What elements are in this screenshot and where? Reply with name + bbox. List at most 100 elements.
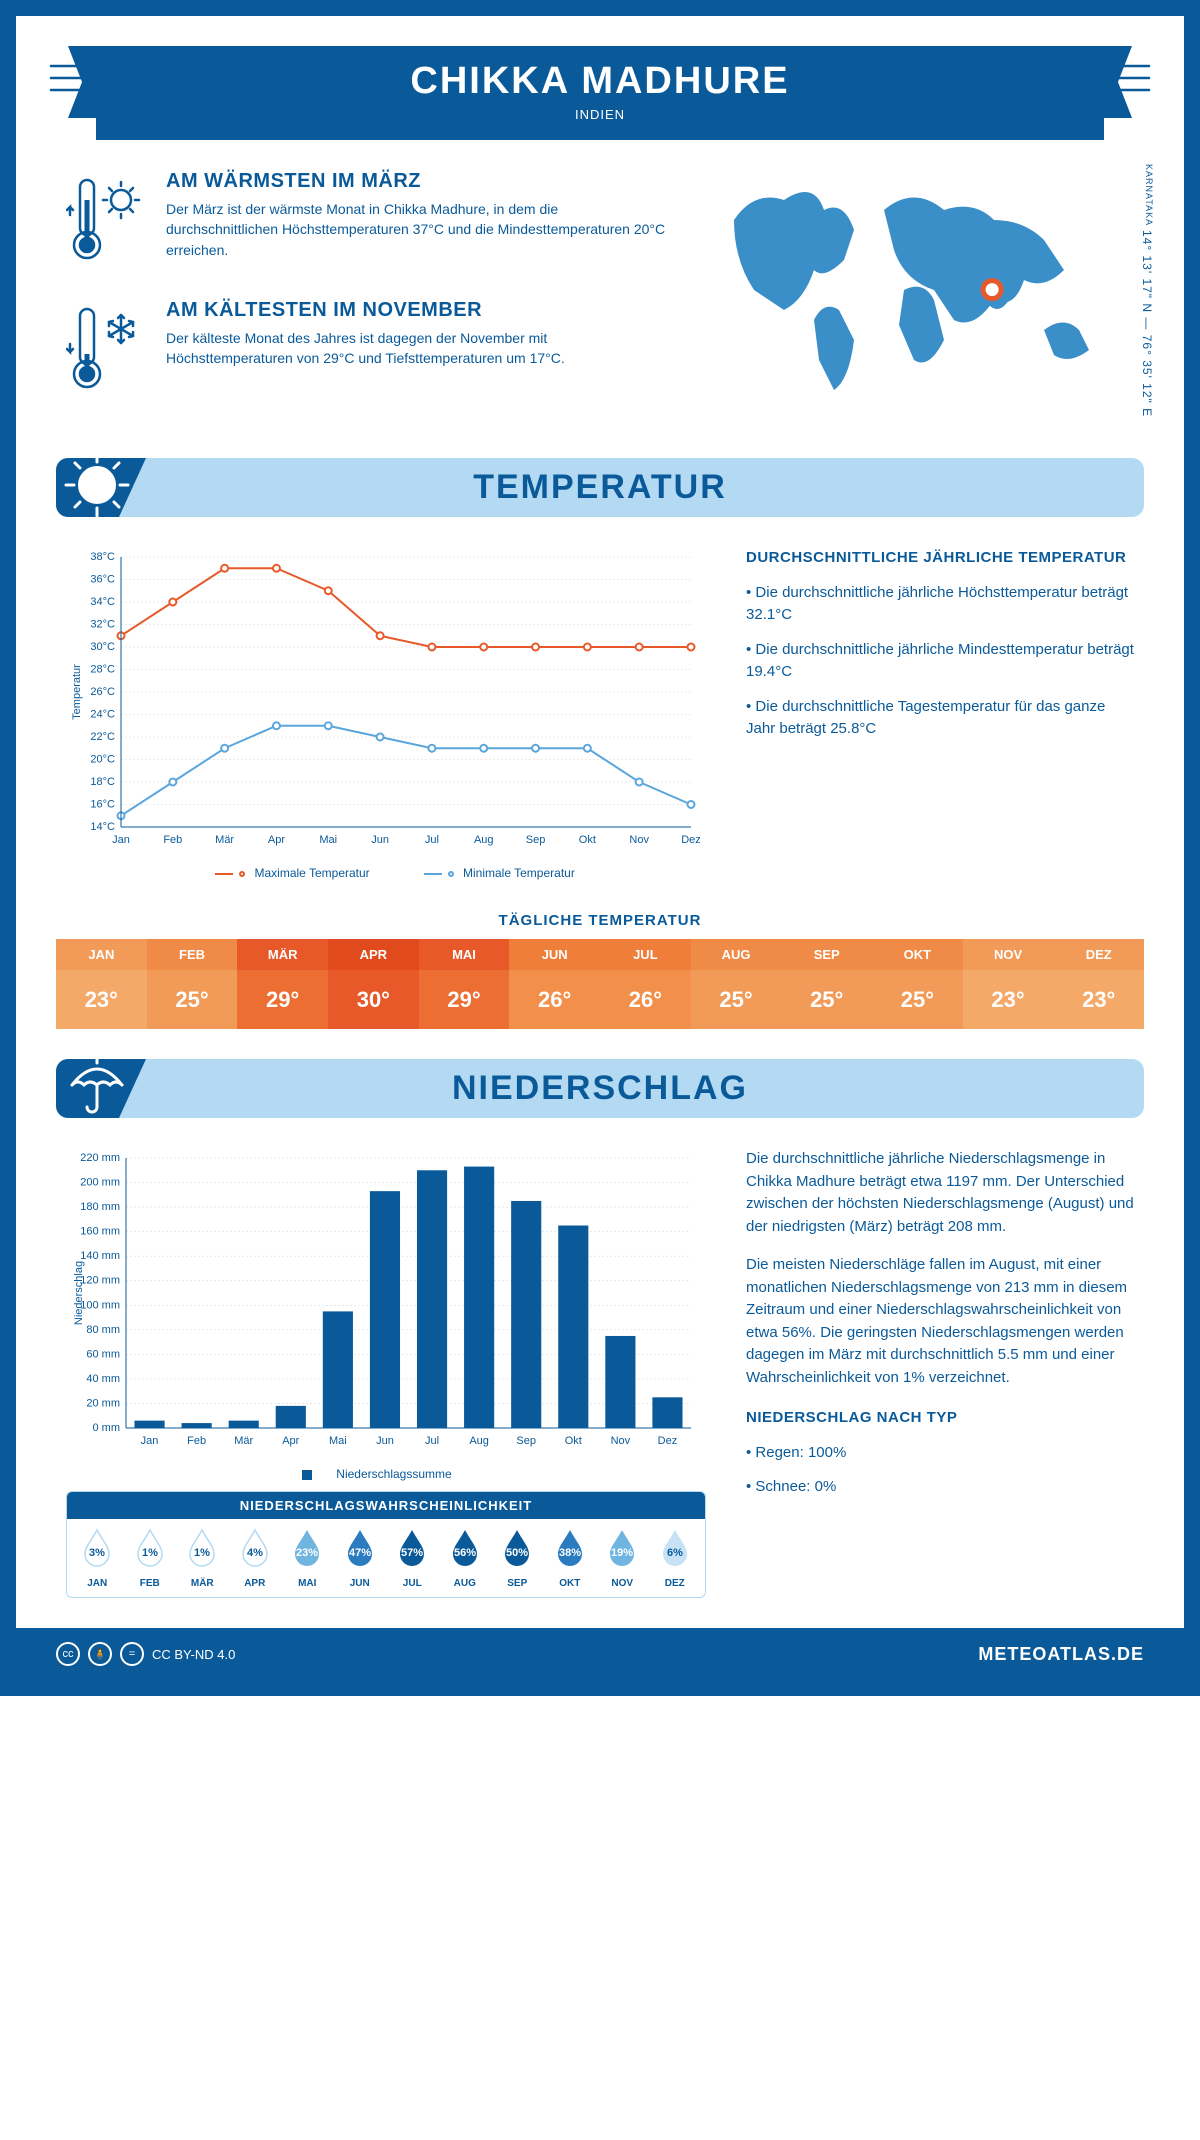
- intro-row: AM WÄRMSTEN IM MÄRZDer März ist der wärm…: [16, 140, 1184, 438]
- month-label: AUG: [439, 1578, 492, 1589]
- probability-cell: 4% APR: [229, 1527, 282, 1589]
- drop-icon: 57%: [396, 1527, 428, 1567]
- section-header-temperature: TEMPERATUR: [56, 458, 1144, 517]
- svg-text:22°C: 22°C: [90, 731, 115, 743]
- precipitation-probability: NIEDERSCHLAGSWAHRSCHEINLICHKEIT 3%JAN1%F…: [66, 1491, 706, 1598]
- info-title: AM KÄLTESTEN IM NOVEMBER: [166, 299, 674, 322]
- drop-icon: 38%: [554, 1527, 586, 1567]
- info-block: AM KÄLTESTEN IM NOVEMBERDer kälteste Mon…: [66, 299, 674, 404]
- daily-temperature-title: TÄGLICHE TEMPERATUR: [16, 912, 1184, 929]
- chart-legend: Maximale Temperatur Minimale Temperatur: [66, 866, 706, 880]
- bullet: • Die durchschnittliche Tagestemperatur …: [746, 696, 1134, 741]
- section-header-precipitation: NIEDERSCHLAG: [56, 1059, 1144, 1118]
- month-label: NOV: [596, 1578, 649, 1589]
- drop-icon: 47%: [344, 1527, 376, 1567]
- nd-icon: =: [120, 1642, 144, 1666]
- svg-text:Jun: Jun: [371, 834, 389, 846]
- svg-text:Mai: Mai: [329, 1435, 347, 1447]
- drop-icon: 23%: [291, 1527, 323, 1567]
- region-label: KARNATAKA: [1144, 164, 1154, 226]
- svg-text:36°C: 36°C: [90, 574, 115, 586]
- daily-cell: JUL26°: [600, 939, 691, 1029]
- svg-text:Nov: Nov: [611, 1435, 631, 1447]
- svg-text:0 mm: 0 mm: [93, 1422, 121, 1434]
- paragraph: Die durchschnittliche jährliche Niedersc…: [746, 1148, 1134, 1238]
- info-text: Der März ist der wärmste Monat in Chikka…: [166, 199, 674, 260]
- precipitation-row: 0 mm20 mm40 mm60 mm80 mm100 mm120 mm140 …: [16, 1138, 1184, 1628]
- drop-icon: 1%: [186, 1527, 218, 1567]
- month-label: APR: [229, 1578, 282, 1589]
- license: cc 🧍 = CC BY-ND 4.0: [56, 1642, 235, 1666]
- svg-text:Feb: Feb: [187, 1435, 206, 1447]
- svg-text:20°C: 20°C: [90, 754, 115, 766]
- page: CHIKKA MADHURE INDIEN AM WÄRMSTEN IM MÄR…: [0, 0, 1200, 1696]
- daily-cell: APR30°: [328, 939, 419, 1029]
- probability-cell: 6% DEZ: [649, 1527, 702, 1589]
- precipitation-chart: 0 mm20 mm40 mm60 mm80 mm100 mm120 mm140 …: [66, 1148, 706, 1608]
- svg-text:19%: 19%: [611, 1547, 633, 1559]
- svg-text:Aug: Aug: [469, 1435, 489, 1447]
- drop-icon: 56%: [449, 1527, 481, 1567]
- section-title: NIEDERSCHLAG: [56, 1069, 1144, 1108]
- svg-text:Mär: Mär: [234, 1435, 253, 1447]
- svg-text:56%: 56%: [454, 1547, 476, 1559]
- probability-cell: 56% AUG: [439, 1527, 492, 1589]
- svg-text:Dez: Dez: [681, 834, 701, 846]
- thermo-sun-icon: [66, 170, 146, 275]
- world-map: [704, 170, 1134, 400]
- intro-left: AM WÄRMSTEN IM MÄRZDer März ist der wärm…: [66, 170, 674, 428]
- intro-right: KARNATAKA 14° 13' 17" N — 76° 35' 12" E: [704, 170, 1134, 428]
- svg-text:Mai: Mai: [319, 834, 337, 846]
- bullet: • Regen: 100%: [746, 1442, 1134, 1465]
- temperature-summary: DURCHSCHNITTLICHE JÄHRLICHE TEMPERATUR •…: [746, 547, 1134, 880]
- probability-cell: 19% NOV: [596, 1527, 649, 1589]
- daily-cell: FEB25°: [147, 939, 238, 1029]
- probability-cell: 57% JUL: [386, 1527, 439, 1589]
- svg-text:28°C: 28°C: [90, 664, 115, 676]
- svg-text:Nov: Nov: [629, 834, 649, 846]
- drop-icon: 6%: [659, 1527, 691, 1567]
- svg-text:Apr: Apr: [282, 1435, 299, 1447]
- month-label: OKT: [544, 1578, 597, 1589]
- daily-cell: MAI29°: [419, 939, 510, 1029]
- svg-text:6%: 6%: [667, 1547, 683, 1559]
- precip-type-heading: NIEDERSCHLAG NACH TYP: [746, 1407, 1134, 1430]
- month-label: JUL: [386, 1578, 439, 1589]
- svg-text:220 mm: 220 mm: [80, 1152, 120, 1164]
- daily-cell: JUN26°: [509, 939, 600, 1029]
- summary-heading: DURCHSCHNITTLICHE JÄHRLICHE TEMPERATUR: [746, 547, 1134, 570]
- chart-legend: Niederschlagssumme: [66, 1467, 706, 1481]
- svg-text:Temperatur: Temperatur: [71, 664, 83, 720]
- umbrella-icon: [62, 1059, 132, 1118]
- month-label: MAI: [281, 1578, 334, 1589]
- month-label: DEZ: [649, 1578, 702, 1589]
- info-block: AM WÄRMSTEN IM MÄRZDer März ist der wärm…: [66, 170, 674, 275]
- daily-cell: MÄR29°: [237, 939, 328, 1029]
- probability-cell: 47% JUN: [334, 1527, 387, 1589]
- drop-icon: 19%: [606, 1527, 638, 1567]
- paragraph: Die meisten Niederschläge fallen im Augu…: [746, 1254, 1134, 1389]
- svg-text:14°C: 14°C: [90, 821, 115, 833]
- daily-cell: DEZ23°: [1053, 939, 1144, 1029]
- svg-text:60 mm: 60 mm: [86, 1348, 120, 1360]
- section-title: TEMPERATUR: [56, 468, 1144, 507]
- month-label: MÄR: [176, 1578, 229, 1589]
- probability-cell: 38% OKT: [544, 1527, 597, 1589]
- svg-text:34°C: 34°C: [90, 596, 115, 608]
- svg-text:40 mm: 40 mm: [86, 1373, 120, 1385]
- month-label: JAN: [71, 1578, 124, 1589]
- svg-text:160 mm: 160 mm: [80, 1226, 120, 1238]
- month-label: JUN: [334, 1578, 387, 1589]
- svg-text:4%: 4%: [247, 1547, 263, 1559]
- svg-text:100 mm: 100 mm: [80, 1299, 120, 1311]
- svg-text:23%: 23%: [296, 1547, 318, 1559]
- bullet: • Schnee: 0%: [746, 1476, 1134, 1499]
- svg-text:80 mm: 80 mm: [86, 1324, 120, 1336]
- svg-text:Feb: Feb: [163, 834, 182, 846]
- month-label: FEB: [124, 1578, 177, 1589]
- svg-text:Apr: Apr: [268, 834, 285, 846]
- sun-icon: [62, 458, 132, 517]
- temperature-row: 14°C16°C18°C20°C22°C24°C26°C28°C30°C32°C…: [16, 537, 1184, 900]
- drop-icon: 4%: [239, 1527, 271, 1567]
- svg-text:20 mm: 20 mm: [86, 1397, 120, 1409]
